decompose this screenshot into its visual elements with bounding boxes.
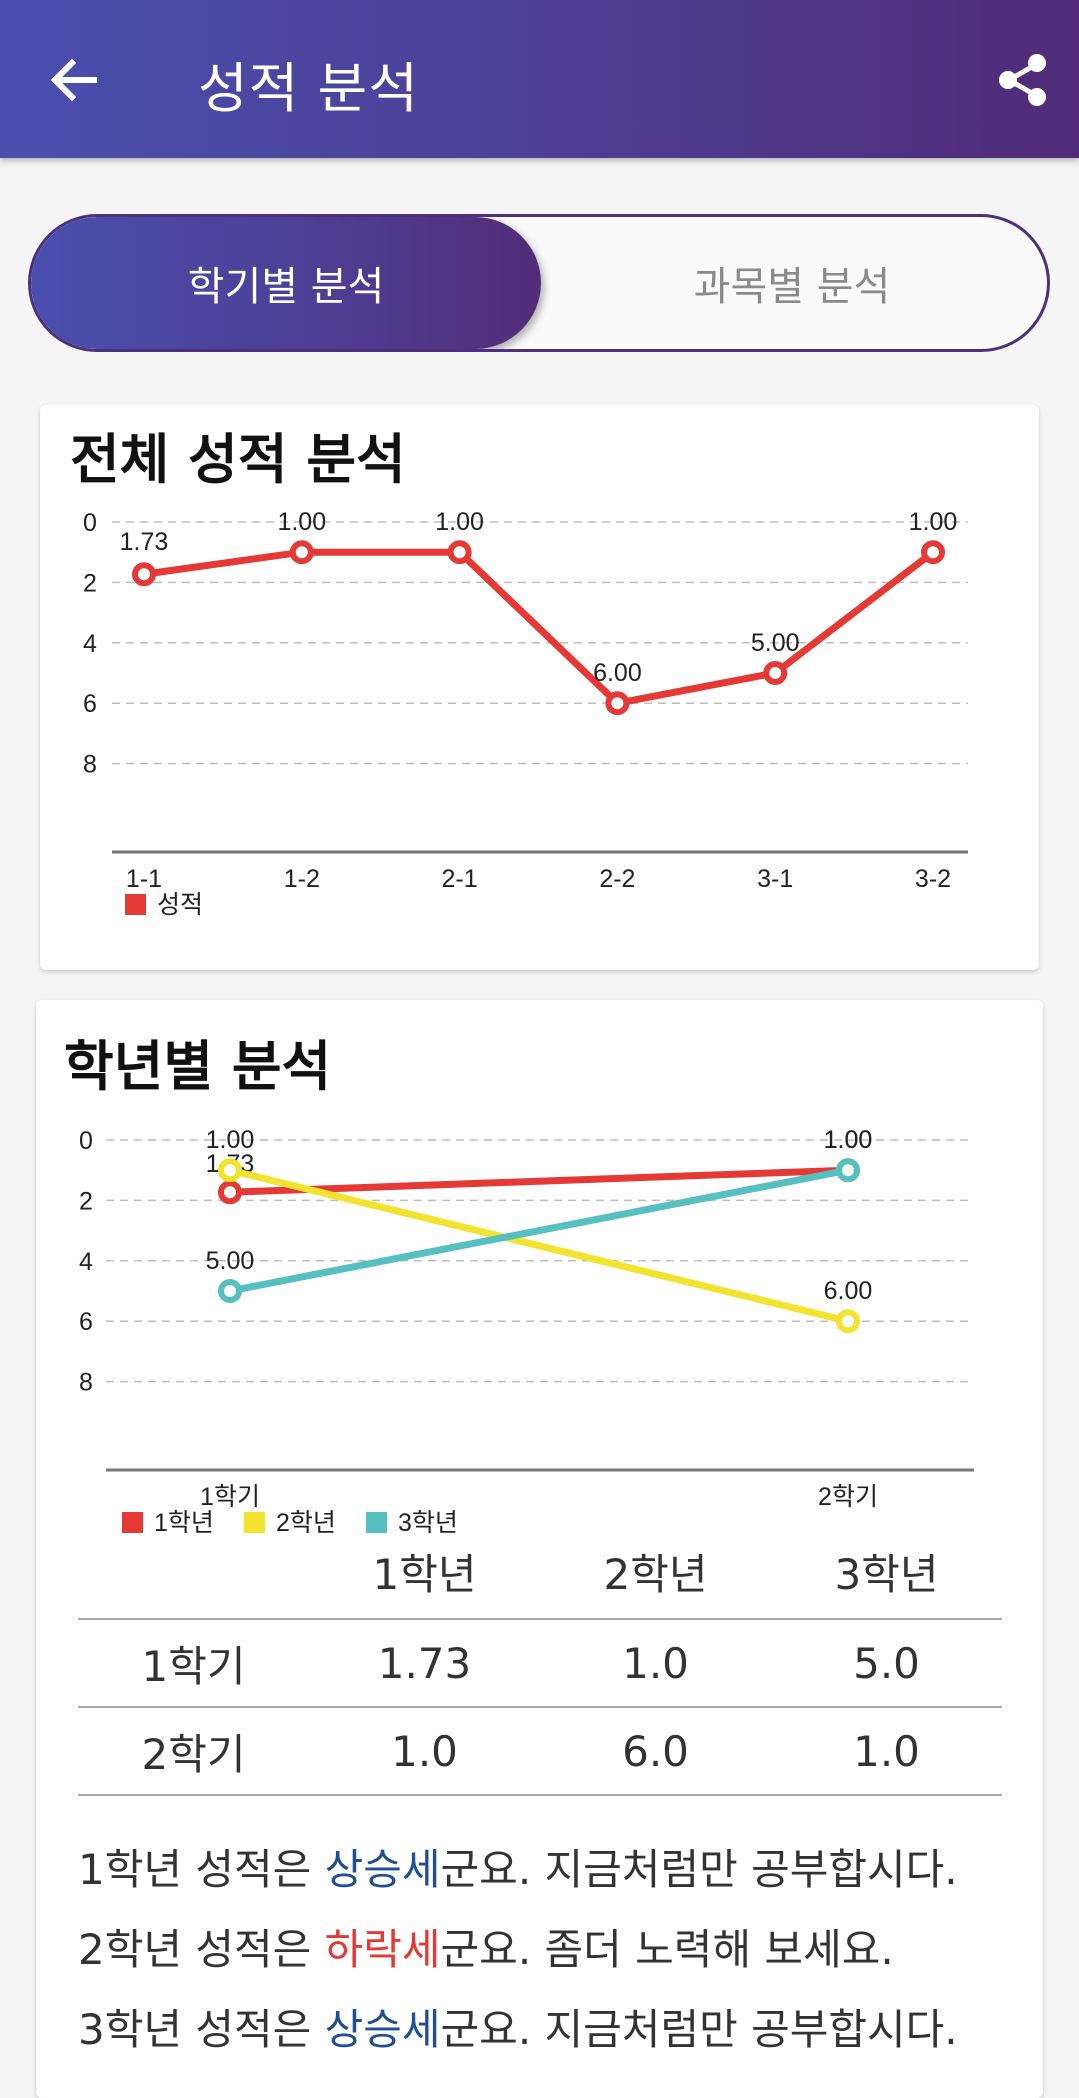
grade-table: 1학년 2학년 3학년 1학기 1.73 1.0 5.0 2학기 1.0 6.0…	[78, 1525, 1002, 1796]
comment-suffix: 군요. 좀더 노력해 보세요.	[440, 1925, 894, 1974]
share-icon[interactable]	[993, 50, 1053, 110]
trend-word: 상승세	[324, 1845, 441, 1894]
tab-semester-analysis[interactable]: 학기별 분석	[31, 217, 541, 349]
table-header-cell: 1학년	[372, 1550, 477, 1599]
y-tick-label: 6	[83, 690, 97, 718]
x-tick-label: 3-2	[915, 865, 951, 893]
y-tick-label: 8	[83, 751, 97, 779]
data-point	[218, 1158, 242, 1183]
comment-prefix: 1학년 성적은	[78, 1845, 325, 1894]
legend-label: 3학년	[398, 1509, 458, 1537]
overall-grade-chart: 0 2 4 6 8 1-1 1-2 2-1 2-2 3-1 3-2 1.73 1.00 1.00 6.00 5…	[83, 508, 968, 919]
comment-suffix: 군요. 지금처럼만 공부합시다.	[440, 1845, 958, 1894]
legend-label: 1학년	[154, 1509, 214, 1537]
yearly-analysis-title: 학년별 분석	[64, 1035, 332, 1098]
table-header-row: 1학년 2학년 3학년	[78, 1525, 1002, 1620]
x-tick-label: 3-1	[757, 865, 793, 893]
data-point	[218, 1279, 242, 1303]
legend-swatch	[244, 1512, 265, 1533]
yearly-analysis-card: 학년별 분석 0 2 4 6 8 1학기 2학기 1.73 1.00 1.00 6.00 5.00 1.…	[36, 1000, 1043, 2098]
table-cell: 1.73	[377, 1638, 472, 1688]
y-tick-label: 4	[83, 630, 97, 658]
x-tick-label: 2-2	[599, 865, 635, 893]
yearly-grade-chart: 024681학기2학기1.731.001.006.005.001.001학년2학…	[79, 1126, 974, 1537]
legend-swatch	[366, 1512, 387, 1533]
table-cell: 2학기	[141, 1729, 246, 1779]
trend-comment: 2학년 성적은 하락세군요. 좀더 노력해 보세요.	[78, 1910, 958, 1990]
y-tick-label: 4	[79, 1248, 93, 1276]
data-point	[763, 661, 788, 685]
trend-word: 하락세	[324, 1925, 441, 1974]
tab-subject-analysis[interactable]: 과목별 분석	[693, 264, 891, 310]
table-header-cell: 3학년	[834, 1550, 939, 1599]
x-tick-label: 2학기	[818, 1483, 878, 1511]
x-tick-label: 1-2	[284, 865, 320, 893]
data-label: 6.00	[824, 1277, 873, 1305]
series-line	[143, 548, 936, 707]
data-label: 1.00	[824, 1126, 873, 1154]
table-cell: 6.0	[622, 1726, 689, 1776]
overall-analysis-card: 전체 성적 분석 0 2 4 6 8 1-1 1-2 2-1 2-2 3-1 3-2 1.73 1.00…	[40, 405, 1039, 970]
table-row: 1학기 1.73 1.0 5.0	[78, 1620, 1002, 1708]
table-cell: 1.0	[622, 1638, 689, 1688]
data-label: 6.00	[593, 659, 642, 687]
y-tick-label: 0	[83, 509, 97, 537]
back-arrow-icon[interactable]	[44, 50, 104, 110]
y-tick-label: 8	[79, 1369, 93, 1397]
data-point	[132, 562, 156, 587]
trend-comment: 1학년 성적은 상승세군요. 지금처럼만 공부합시다.	[78, 1830, 958, 1910]
trend-comments: 1학년 성적은 상승세군요. 지금처럼만 공부합시다. 2학년 성적은 하락세군…	[78, 1830, 958, 2070]
series-line	[229, 1166, 849, 1295]
app-bar: 성적 분석	[0, 0, 1079, 158]
x-tick-label: 1-1	[126, 865, 162, 893]
comment-prefix: 3학년 성적은	[78, 2005, 325, 2054]
data-label: 1.00	[824, 1126, 873, 1154]
data-point	[836, 1158, 860, 1183]
data-point	[218, 1180, 242, 1205]
y-tick-label: 2	[79, 1187, 93, 1215]
data-point	[447, 540, 472, 565]
analysis-tab-switch: 학기별 분석 과목별 분석	[28, 214, 1050, 352]
table-cell: 1학기	[141, 1641, 246, 1691]
data-label: 5.00	[206, 1247, 255, 1275]
y-tick-label: 2	[83, 569, 97, 597]
legend-label: 성적	[157, 891, 203, 919]
comment-prefix: 2학년 성적은	[78, 1925, 325, 1974]
series-line	[229, 1166, 849, 1325]
y-tick-label: 0	[79, 1127, 93, 1155]
table-cell: 1.0	[391, 1726, 458, 1776]
data-label: 1.00	[277, 508, 326, 536]
data-label: 1.00	[435, 508, 484, 536]
overall-analysis-title: 전체 성적 분석	[70, 428, 406, 491]
data-point	[605, 691, 630, 716]
data-label: 5.00	[751, 629, 800, 657]
data-point	[921, 540, 945, 565]
data-point	[836, 1309, 860, 1334]
x-tick-label: 2-1	[442, 865, 478, 893]
legend-label: 2학년	[276, 1509, 336, 1537]
y-tick-label: 6	[79, 1308, 93, 1336]
trend-comment: 3학년 성적은 상승세군요. 지금처럼만 공부합시다.	[78, 1990, 958, 2070]
legend-swatch	[122, 1512, 143, 1533]
data-point	[289, 540, 314, 565]
comment-suffix: 군요. 지금처럼만 공부합시다.	[440, 2005, 958, 2054]
series-line	[229, 1166, 849, 1196]
x-tick-label: 1학기	[200, 1483, 260, 1511]
table-cell: 1.0	[853, 1726, 920, 1776]
legend-swatch	[125, 894, 146, 915]
trend-word: 상승세	[324, 2005, 441, 2054]
table-row: 2학기 1.0 6.0 1.0	[78, 1708, 1002, 1796]
table-cell: 5.0	[853, 1638, 920, 1688]
page-title: 성적 분석	[198, 57, 419, 120]
data-label: 1.00	[206, 1126, 255, 1154]
data-label: 1.73	[120, 528, 169, 556]
data-label: 1.00	[909, 508, 958, 536]
table-header-cell: 2학년	[603, 1550, 708, 1599]
